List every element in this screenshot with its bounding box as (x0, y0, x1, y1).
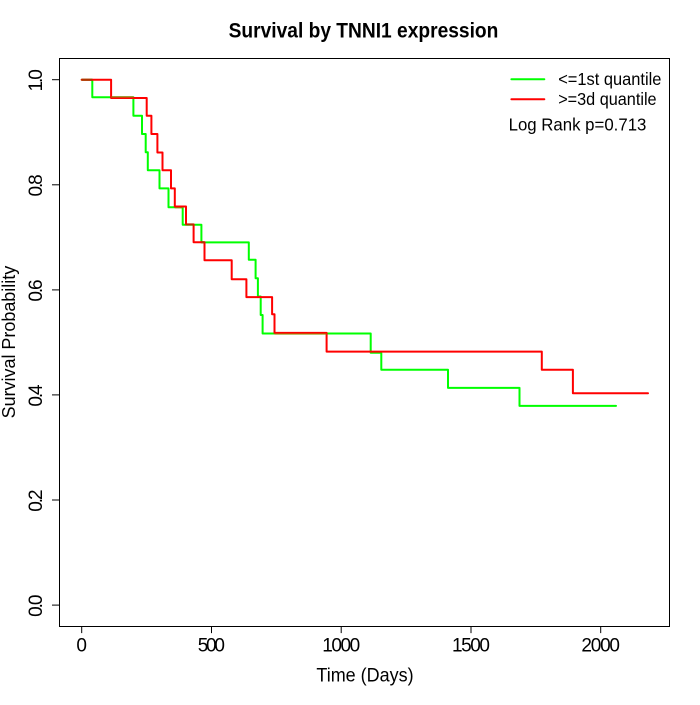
svg-text:0: 0 (76, 636, 87, 657)
svg-text:Log Rank p=0.713: Log Rank p=0.713 (509, 115, 647, 135)
svg-text:1500: 1500 (452, 636, 490, 657)
svg-text:0.8: 0.8 (26, 174, 47, 196)
svg-text:0.0: 0.0 (26, 595, 47, 617)
svg-text:Survival Probability: Survival Probability (0, 266, 19, 419)
svg-text:Survival by TNNI1 expression: Survival by TNNI1 expression (229, 20, 499, 43)
svg-text:0.6: 0.6 (26, 279, 47, 301)
svg-text:500: 500 (198, 636, 225, 657)
svg-text:1000: 1000 (322, 636, 360, 657)
svg-text:1.0: 1.0 (26, 69, 47, 91)
svg-text:2000: 2000 (581, 636, 620, 657)
svg-text:0.4: 0.4 (26, 384, 47, 407)
svg-text:>=3d quantile: >=3d quantile (558, 89, 656, 109)
svg-text:Time (Days): Time (Days) (316, 666, 413, 687)
svg-text:0.2: 0.2 (26, 489, 47, 511)
svg-text:<=1st quantile: <=1st quantile (558, 69, 661, 89)
